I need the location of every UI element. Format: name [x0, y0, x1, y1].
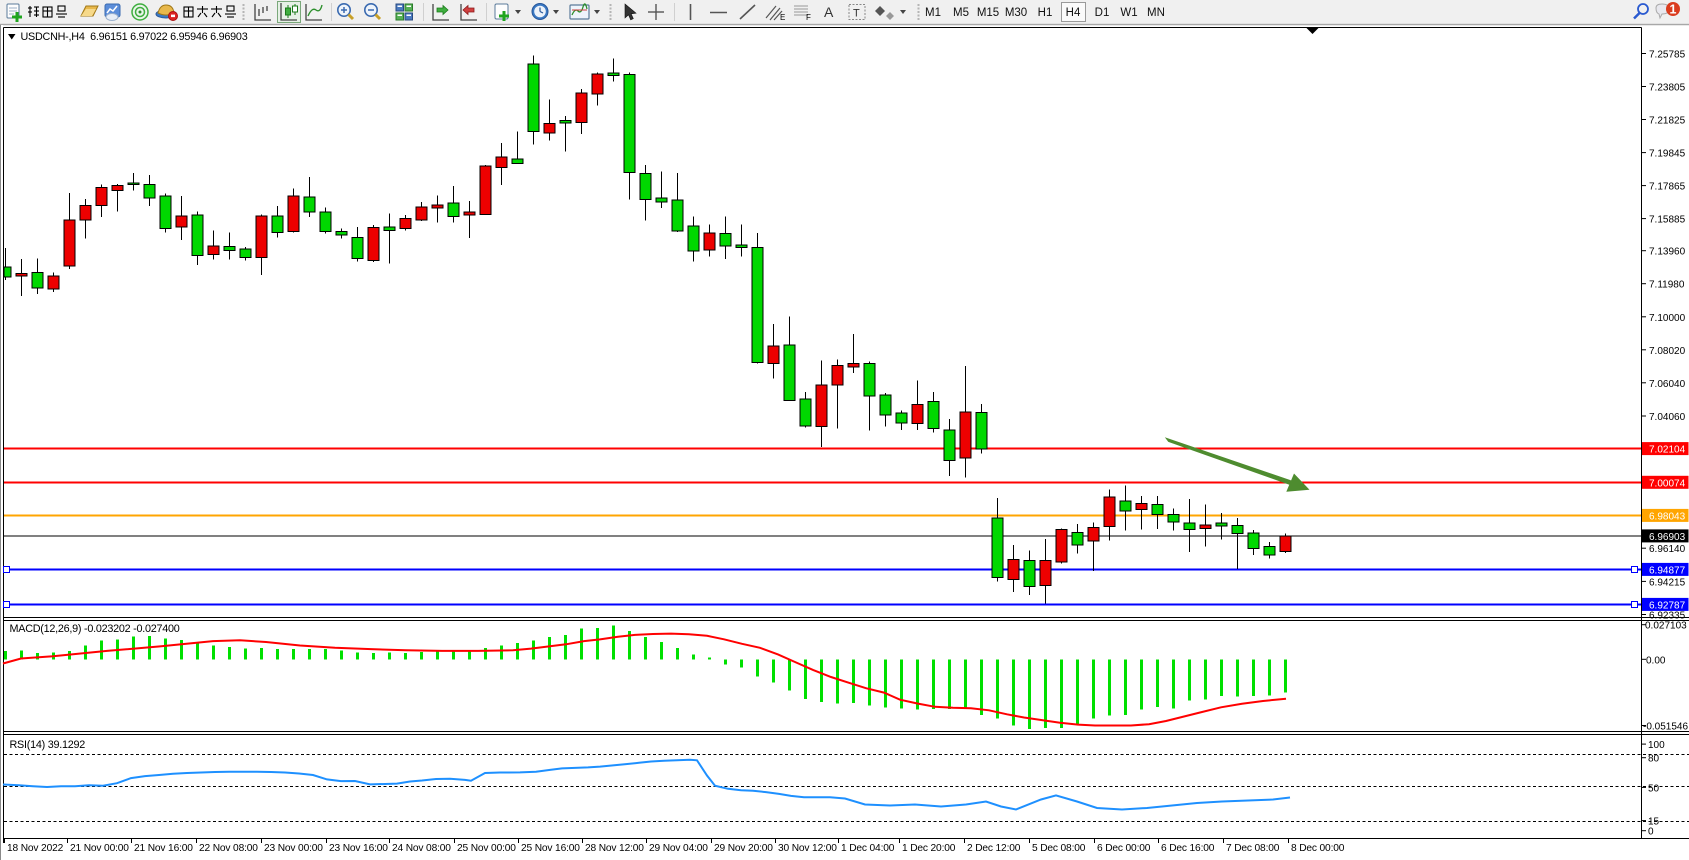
svg-text:29 Nov 20:00: 29 Nov 20:00	[714, 843, 773, 854]
svg-text:1 Dec 04:00: 1 Dec 04:00	[841, 843, 895, 854]
svg-text:6.98043: 6.98043	[1649, 511, 1686, 522]
svg-text:F: F	[806, 13, 811, 22]
svg-text:W1: W1	[1120, 7, 1137, 19]
svg-text:A: A	[824, 4, 834, 20]
svg-text:50: 50	[1648, 783, 1660, 794]
svg-text:MACD(12,26,9) -0.023202 -0.027: MACD(12,26,9) -0.023202 -0.027400	[10, 623, 180, 635]
svg-text:M5: M5	[953, 7, 969, 19]
svg-text:30 Nov 12:00: 30 Nov 12:00	[778, 843, 837, 854]
svg-text:7.10000: 7.10000	[1649, 313, 1686, 324]
svg-text:E: E	[780, 13, 785, 22]
svg-text:M1: M1	[925, 7, 941, 19]
svg-text:18 Nov 2022: 18 Nov 2022	[7, 843, 64, 854]
svg-text:8 Dec 00:00: 8 Dec 00:00	[1291, 843, 1345, 854]
svg-text:28 Nov 12:00: 28 Nov 12:00	[585, 843, 644, 854]
svg-text:0.00: 0.00	[1646, 655, 1666, 666]
svg-text:1: 1	[1670, 3, 1677, 17]
svg-text:7.11980: 7.11980	[1649, 280, 1685, 291]
svg-text:23 Nov 16:00: 23 Nov 16:00	[329, 843, 388, 854]
svg-text:25 Nov 16:00: 25 Nov 16:00	[521, 843, 580, 854]
svg-text:23 Nov 00:00: 23 Nov 00:00	[264, 843, 323, 854]
svg-text:25 Nov 00:00: 25 Nov 00:00	[457, 843, 516, 854]
svg-text:100: 100	[1648, 740, 1665, 751]
svg-text:7.08020: 7.08020	[1649, 346, 1686, 357]
svg-text:MN: MN	[1147, 7, 1165, 19]
svg-text:H1: H1	[1038, 7, 1053, 19]
svg-text:7.13960: 7.13960	[1649, 247, 1686, 258]
svg-text:24 Nov 08:00: 24 Nov 08:00	[392, 843, 451, 854]
svg-text:6.96903: 6.96903	[1649, 532, 1686, 543]
svg-text:7.00074: 7.00074	[1649, 478, 1686, 489]
svg-text:21 Nov 00:00: 21 Nov 00:00	[70, 843, 129, 854]
svg-text:7.02104: 7.02104	[1649, 445, 1686, 456]
svg-text:6 Dec 00:00: 6 Dec 00:00	[1097, 843, 1151, 854]
svg-text:0: 0	[1648, 827, 1654, 838]
svg-text:7.06040: 7.06040	[1649, 379, 1686, 390]
svg-text:80: 80	[1648, 754, 1660, 765]
svg-text:M15: M15	[977, 7, 999, 19]
svg-text:D1: D1	[1095, 7, 1110, 19]
svg-text:15: 15	[1648, 817, 1660, 828]
svg-text:6.94877: 6.94877	[1649, 565, 1686, 576]
svg-text:21 Nov 16:00: 21 Nov 16:00	[134, 843, 193, 854]
svg-text:6.92787: 6.92787	[1649, 600, 1686, 611]
svg-text:H4: H4	[1066, 7, 1081, 19]
svg-text:7.21825: 7.21825	[1649, 116, 1686, 127]
svg-text:7.15885: 7.15885	[1649, 215, 1686, 226]
svg-text:7.25785: 7.25785	[1649, 50, 1686, 61]
svg-text:7 Dec 08:00: 7 Dec 08:00	[1226, 843, 1280, 854]
svg-text:6.94215: 6.94215	[1649, 577, 1686, 588]
svg-text:T: T	[853, 8, 860, 20]
svg-text:6 Dec 16:00: 6 Dec 16:00	[1161, 843, 1215, 854]
svg-text:2 Dec 12:00: 2 Dec 12:00	[967, 843, 1021, 854]
svg-text:6.96140: 6.96140	[1649, 544, 1686, 555]
svg-text:29 Nov 04:00: 29 Nov 04:00	[649, 843, 708, 854]
svg-text:7.19845: 7.19845	[1649, 149, 1686, 160]
svg-text:RSI(14) 39.1292: RSI(14) 39.1292	[10, 739, 86, 751]
svg-text:USDCNH-,H4 6.96151 6.97022 6.: USDCNH-,H4 6.96151 6.97022 6.95946 6.969…	[21, 31, 248, 43]
svg-text:7.04060: 7.04060	[1649, 412, 1686, 423]
svg-text:7.23805: 7.23805	[1649, 83, 1686, 94]
svg-text:M30: M30	[1005, 7, 1027, 19]
svg-text:22 Nov 08:00: 22 Nov 08:00	[199, 843, 258, 854]
svg-text:0.027103: 0.027103	[1645, 621, 1687, 632]
svg-text:7.17865: 7.17865	[1649, 182, 1686, 193]
svg-text:1 Dec 20:00: 1 Dec 20:00	[902, 843, 956, 854]
svg-text:5 Dec 08:00: 5 Dec 08:00	[1032, 843, 1086, 854]
svg-text:-0.051546: -0.051546	[1643, 722, 1688, 733]
svg-text:6.92335: 6.92335	[1649, 611, 1686, 622]
